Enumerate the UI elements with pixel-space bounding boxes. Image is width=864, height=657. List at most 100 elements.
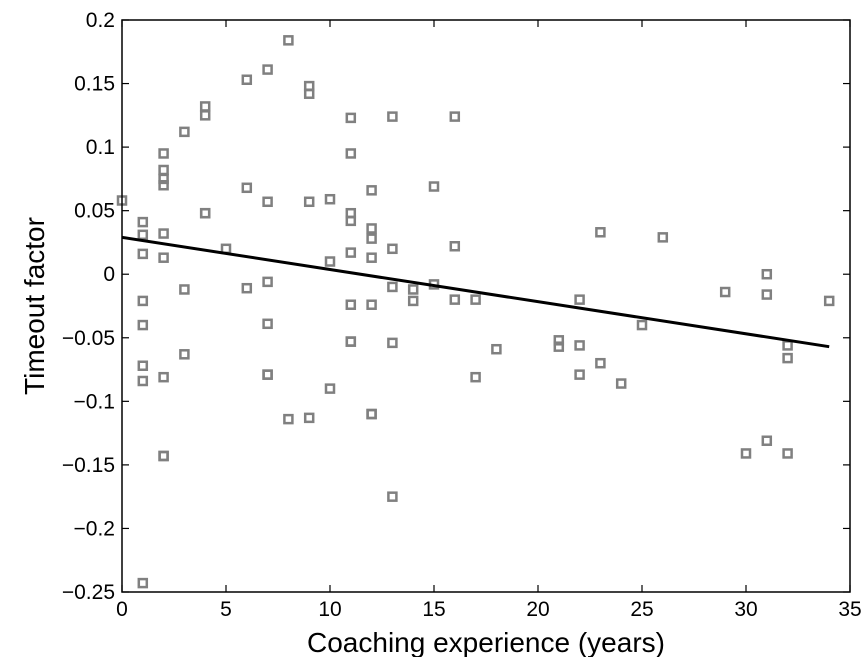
y-tick-label: 0.1 <box>86 136 115 159</box>
data-point <box>262 369 273 380</box>
data-point <box>262 196 273 208</box>
data-point <box>574 369 585 380</box>
data-point <box>387 111 398 122</box>
data-point <box>636 319 648 331</box>
data-point <box>470 371 481 383</box>
data-point <box>283 35 294 46</box>
data-point <box>158 252 169 263</box>
x-axis-label: Coaching experience (years) <box>307 627 665 657</box>
data-point <box>199 110 211 121</box>
data-point <box>407 295 419 307</box>
x-tick-label: 15 <box>422 598 445 621</box>
data-point <box>428 181 440 192</box>
x-tick-label: 5 <box>220 598 232 621</box>
data-point <box>387 281 398 293</box>
data-point <box>158 371 169 383</box>
data-point <box>158 450 169 462</box>
data-point <box>595 357 606 369</box>
data-point <box>324 193 336 205</box>
y-tick-label: 0.15 <box>74 73 115 96</box>
data-point <box>179 284 190 295</box>
data-point <box>345 112 357 124</box>
x-tick-label: 30 <box>734 598 757 621</box>
data-point <box>137 319 149 331</box>
data-point <box>241 74 253 85</box>
y-tick-label: 0 <box>103 263 115 286</box>
data-point <box>283 413 294 425</box>
data-point <box>179 126 190 138</box>
data-point <box>782 448 793 459</box>
x-tick-label: 20 <box>526 598 549 621</box>
data-point <box>137 248 149 260</box>
data-point <box>137 295 149 307</box>
y-axis-ticks: −0.25 −0.2 −0.15 −0.1 −0.05 0 0.05 0.1 0.15 0.2 <box>62 9 850 604</box>
data-point <box>366 252 377 263</box>
data-point <box>137 375 149 387</box>
data-point <box>179 349 190 360</box>
data-point <box>574 294 585 305</box>
data-point <box>449 111 461 122</box>
data-point <box>241 282 253 294</box>
x-axis-ticks: 0 5 10 15 20 25 30 35 <box>116 20 862 621</box>
data-point <box>615 378 627 389</box>
data-point <box>553 341 565 352</box>
y-tick-label: −0.05 <box>62 327 115 350</box>
data-point <box>366 299 377 310</box>
data-point <box>241 182 253 194</box>
data-point <box>345 299 357 310</box>
data-point <box>303 196 315 208</box>
x-tick-label: 25 <box>630 598 653 621</box>
data-point <box>137 360 149 371</box>
data-point <box>387 337 398 349</box>
y-axis-label: Timeout factor <box>19 217 50 395</box>
data-point <box>262 318 273 330</box>
data-point <box>137 216 149 228</box>
data-point <box>345 148 357 159</box>
data-point <box>553 335 565 346</box>
data-point <box>761 435 773 446</box>
data-point <box>387 491 398 502</box>
data-point <box>761 268 773 280</box>
data-point <box>574 340 585 351</box>
data-point <box>491 343 502 355</box>
data-point <box>449 241 461 252</box>
data-point <box>823 295 835 307</box>
x-tick-label: 0 <box>116 598 128 621</box>
data-point <box>761 289 773 300</box>
data-point <box>137 577 149 589</box>
data-point <box>366 223 377 234</box>
data-point <box>158 148 169 159</box>
data-point <box>366 233 377 244</box>
data-point <box>137 229 149 241</box>
data-point <box>782 352 793 364</box>
data-point <box>345 336 357 347</box>
data-point <box>345 247 357 258</box>
y-tick-label: 0.2 <box>86 9 115 32</box>
data-point <box>345 215 357 227</box>
data-point <box>740 448 752 459</box>
y-tick-label: 0.05 <box>74 200 115 223</box>
plot-area <box>122 20 850 592</box>
y-tick-label: −0.1 <box>74 390 115 413</box>
plot-frame <box>121 19 851 593</box>
y-tick-label: −0.2 <box>74 517 115 540</box>
regression-line <box>121 235 830 349</box>
data-point <box>324 256 336 267</box>
x-tick-label: 35 <box>838 598 861 621</box>
y-tick-label: −0.25 <box>62 581 115 604</box>
data-point <box>158 179 169 191</box>
data-point <box>470 294 481 305</box>
data-point <box>387 243 398 255</box>
data-point <box>158 173 169 185</box>
data-point <box>449 294 461 305</box>
data-point <box>303 412 315 424</box>
data-point <box>595 227 606 238</box>
data-point <box>262 64 273 75</box>
x-tick-label: 10 <box>318 598 341 621</box>
data-point <box>407 284 419 295</box>
y-tick-label: −0.15 <box>62 454 115 477</box>
data-point <box>199 207 211 219</box>
data-point <box>657 232 669 243</box>
data-point <box>366 408 377 420</box>
